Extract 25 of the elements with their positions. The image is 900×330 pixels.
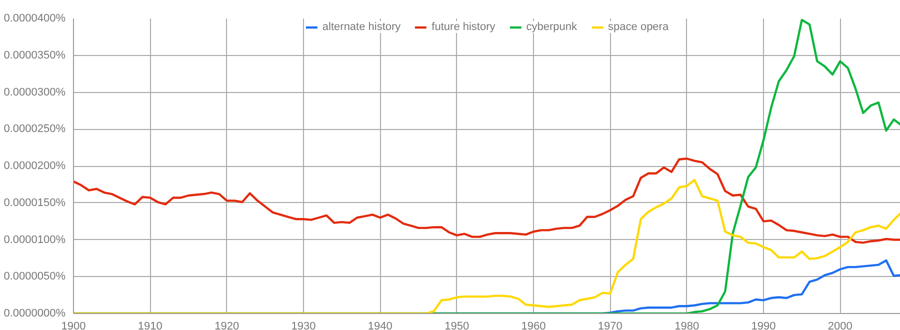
- x-tick-label: 1900: [61, 320, 86, 330]
- y-tick-label: 0.0000350%: [4, 49, 66, 62]
- y-tick-label: 0.0000150%: [4, 196, 66, 209]
- x-tick-label: 1970: [598, 320, 622, 330]
- x-tick-label: 1910: [138, 320, 162, 330]
- x-tick-label: 1990: [751, 320, 776, 330]
- legend-label: cyberpunk: [526, 21, 578, 33]
- y-tick-label: 0.0000050%: [4, 270, 66, 283]
- y-tick-label: 0.0000000%: [4, 308, 66, 320]
- x-tick-label: 1950: [444, 320, 470, 330]
- x-tick-label: 1960: [521, 320, 546, 330]
- x-tick-label: 1940: [368, 320, 392, 330]
- x-tick-label: 1920: [214, 320, 240, 330]
- x-tick-label: 2000: [828, 320, 852, 330]
- line-series: [74, 158, 900, 244]
- x-tick-label: 1930: [291, 320, 316, 330]
- y-tick-label: 0.0000250%: [4, 123, 66, 136]
- y-tick-label: 0.0000400%: [4, 12, 66, 24]
- legend-label: alternate history: [322, 21, 401, 33]
- y-tick-label: 0.0000200%: [4, 160, 66, 172]
- y-tick-label: 0.0000100%: [4, 234, 66, 246]
- x-tick-label: 1980: [674, 320, 700, 330]
- legend-label: space opera: [608, 21, 669, 33]
- legend-label: future history: [432, 21, 496, 33]
- y-tick-label: 0.0000300%: [4, 86, 66, 98]
